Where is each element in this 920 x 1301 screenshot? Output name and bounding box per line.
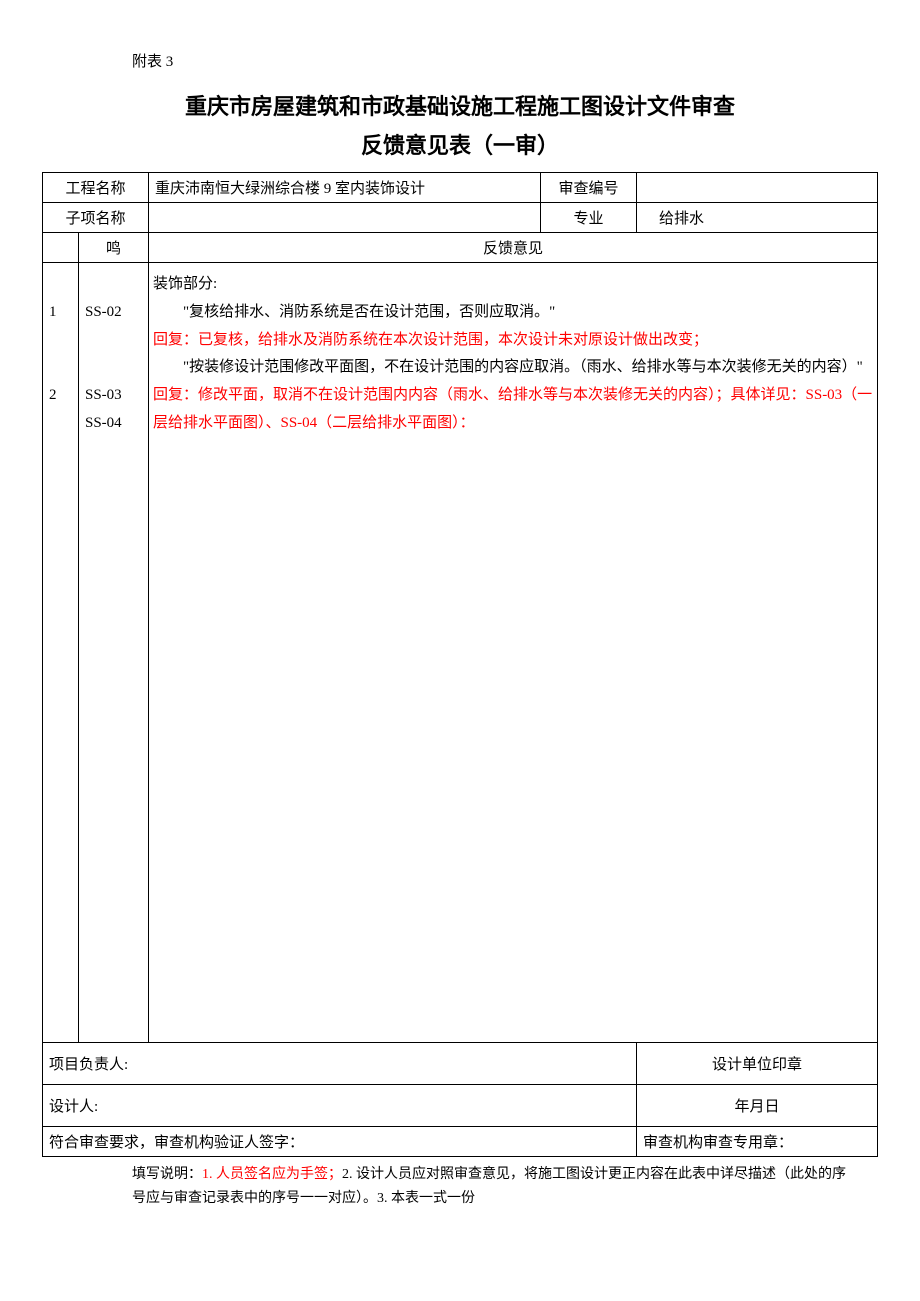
sub-item-value	[149, 203, 541, 233]
appendix-label: 附表 3	[132, 50, 878, 71]
fill-note: 填写说明：1. 人员签名应为手签；2. 设计人员应对照审查意见，将施工图设计更正…	[132, 1163, 858, 1211]
code-ss02: SS-02	[85, 299, 142, 327]
date-label: 年月日	[637, 1085, 878, 1127]
code-blank2	[85, 327, 142, 355]
verify-label: 符合审查要求，审查机构验证人签字：	[43, 1127, 637, 1157]
content-row: 1 2 SS-02 SS-03 SS-04 装饰部分: "复核给排水、消防系统是…	[43, 263, 878, 1043]
seq-2: 2	[49, 382, 72, 410]
content-line-1: 装饰部分:	[153, 276, 217, 292]
seq-blank	[49, 271, 72, 299]
signature-row-1: 项目负责人: 设计单位印章	[43, 1043, 878, 1085]
feedback-header-row: 鸣 反馈意见	[43, 233, 878, 263]
seq-cell: 1 2	[43, 263, 79, 1043]
review-no-value	[637, 173, 878, 203]
main-title-line2: 反馈意见表（一审）	[42, 128, 878, 160]
seq-blank2	[49, 327, 72, 355]
content-line-4: "按装修设计范围修改平面图，不在设计范围的内容应取消。（雨水、给排水等与本次装修…	[153, 354, 873, 382]
design-unit-seal: 设计单位印章	[637, 1043, 878, 1085]
code-ss03: SS-03	[85, 382, 142, 410]
code-cell: SS-02 SS-03 SS-04	[79, 263, 149, 1043]
header-row-2: 子项名称 专业 给排水	[43, 203, 878, 233]
code-ss04: SS-04	[85, 410, 142, 438]
feedback-table: 工程名称 重庆沛南恒大绿洲综合楼 9 室内装饰设计 审查编号 子项名称 专业 给…	[42, 172, 878, 1157]
content-line-3: 回复：已复核，给排水及消防系统在本次设计范围，本次设计未对原设计做出改变；	[153, 332, 708, 348]
seq-1: 1	[49, 299, 72, 327]
designer-label: 设计人:	[43, 1085, 637, 1127]
signature-row-3: 符合审查要求，审查机构验证人签字： 审查机构审查专用章：	[43, 1127, 878, 1157]
sub-item-label: 子项名称	[43, 203, 149, 233]
project-name-label: 工程名称	[43, 173, 149, 203]
major-label: 专业	[541, 203, 637, 233]
feedback-content: 装饰部分: "复核给排水、消防系统是否在设计范围，否则应取消。" 回复：已复核，…	[149, 263, 878, 1043]
code-blank3	[85, 354, 142, 382]
review-seal-label: 审查机构审查专用章：	[637, 1127, 878, 1157]
feedback-header: 反馈意见	[149, 233, 878, 263]
code-blank	[85, 271, 142, 299]
project-name-value: 重庆沛南恒大绿洲综合楼 9 室内装饰设计	[149, 173, 541, 203]
major-value: 给排水	[637, 203, 878, 233]
content-line-2: "复核给排水、消防系统是否在设计范围，否则应取消。"	[153, 299, 873, 327]
project-leader-label: 项目负责人:	[43, 1043, 637, 1085]
review-no-label: 审查编号	[541, 173, 637, 203]
note-prefix: 填写说明：	[132, 1167, 202, 1182]
seq-header-blank	[43, 233, 79, 263]
seq-blank3	[49, 354, 72, 382]
signature-row-2: 设计人: 年月日	[43, 1085, 878, 1127]
content-line-5: 回复：修改平面，取消不在设计范围内内容（雨水、给排水等与本次装修无关的内容）；具…	[153, 387, 872, 431]
seq-header: 鸣	[79, 233, 149, 263]
main-title-line1: 重庆市房屋建筑和市政基础设施工程施工图设计文件审查	[42, 89, 878, 124]
note-red: 1. 人员签名应为手签；	[202, 1167, 342, 1182]
header-row-1: 工程名称 重庆沛南恒大绿洲综合楼 9 室内装饰设计 审查编号	[43, 173, 878, 203]
